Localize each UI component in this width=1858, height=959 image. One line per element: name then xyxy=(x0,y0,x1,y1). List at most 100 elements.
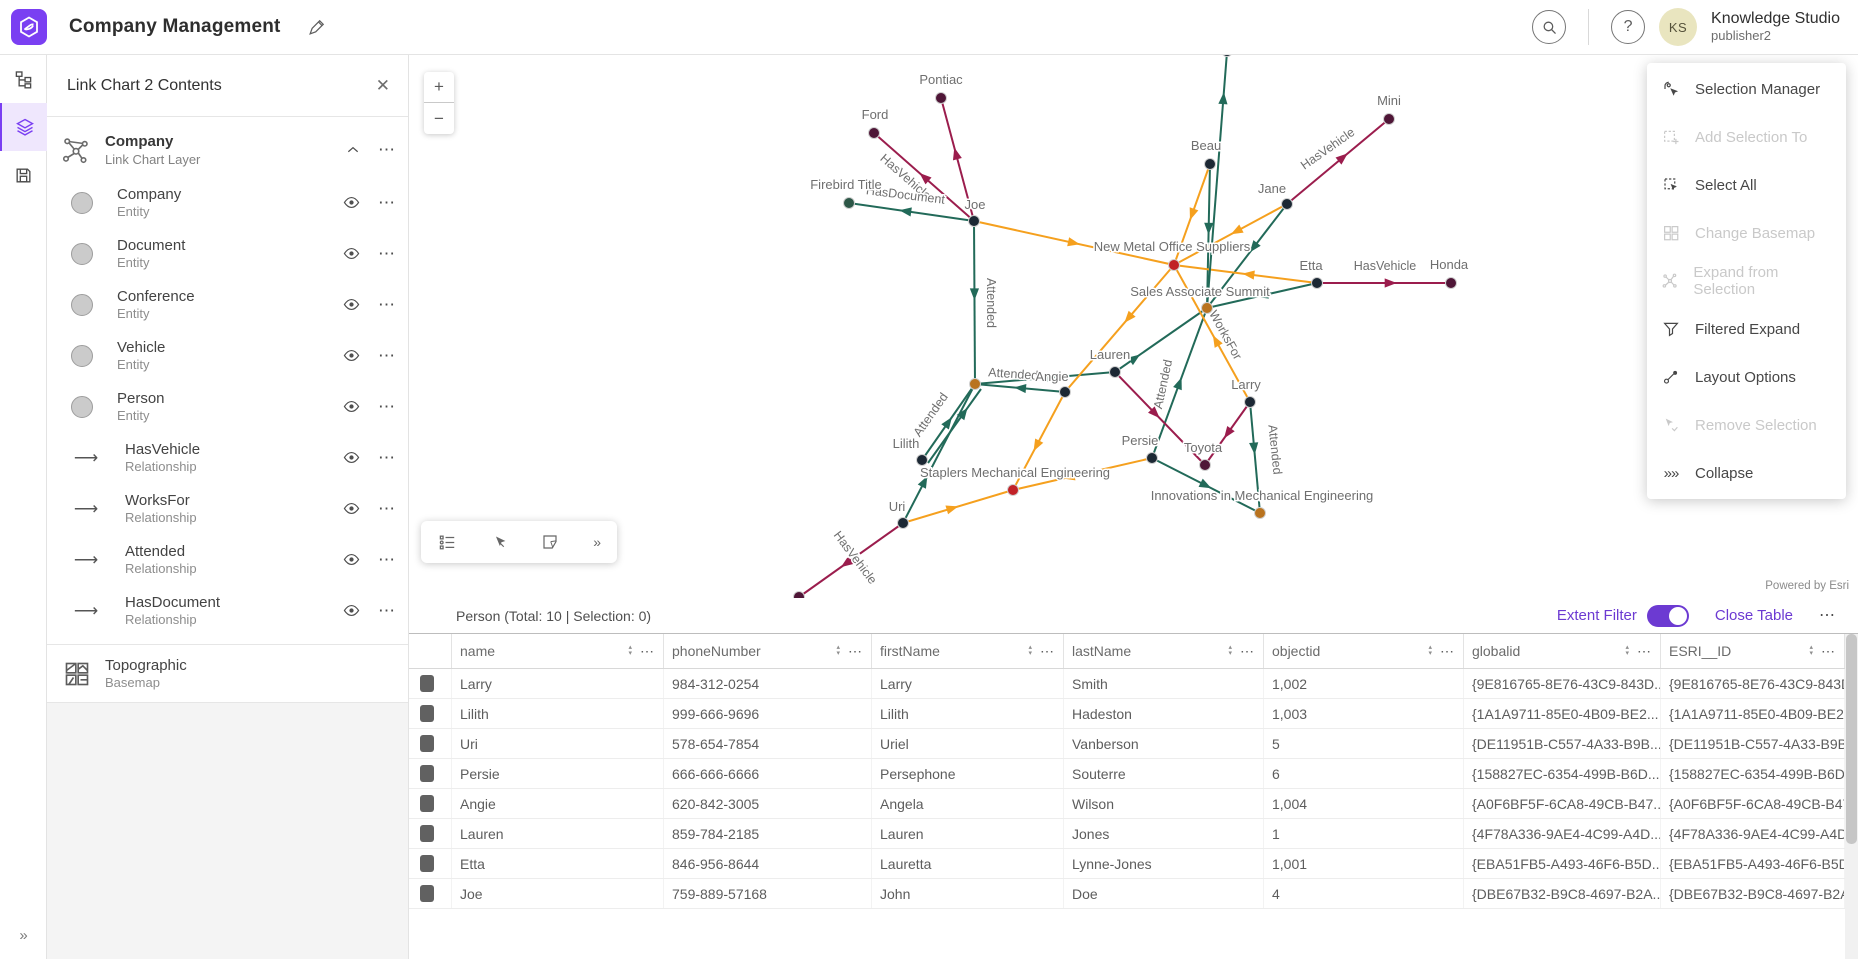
lasso-select-icon[interactable] xyxy=(541,533,559,551)
column-header-firstname[interactable]: firstName ▴ ▾ ⋯ xyxy=(872,634,1064,668)
column-menu-icon[interactable]: ⋯ xyxy=(640,643,655,659)
app-logo-icon[interactable] xyxy=(11,9,47,45)
layer-options-icon[interactable]: ⋯ xyxy=(378,498,396,518)
entity-layer-row-company[interactable]: Company Entity ⋯ xyxy=(47,177,408,228)
relationship-layer-row-attended[interactable]: ⟶ Attended Relationship ⋯ xyxy=(47,534,408,585)
menu-item-select-all[interactable]: Select All xyxy=(1647,161,1846,209)
more-chevrons-icon[interactable]: » xyxy=(593,534,601,550)
row-select-checkbox[interactable] xyxy=(420,765,434,782)
graph-node-toyota[interactable] xyxy=(1199,459,1211,471)
table-row[interactable]: Lilith 999-666-9696 Lilith Hadeston 1,003 {1A… xyxy=(409,699,1858,729)
expand-rail-button[interactable]: » xyxy=(19,926,28,944)
graph-node-unlabeled[interactable] xyxy=(1222,55,1233,57)
row-select-checkbox[interactable] xyxy=(420,855,434,872)
row-select-checkbox[interactable] xyxy=(420,705,434,722)
graph-node-larry[interactable] xyxy=(1244,396,1256,408)
close-table-button[interactable]: Close Table xyxy=(1714,607,1793,624)
row-select-checkbox[interactable] xyxy=(420,675,434,692)
visibility-eye-icon[interactable] xyxy=(343,602,360,619)
sort-caret-icon[interactable]: ▴ ▾ xyxy=(628,644,632,657)
relationship-layer-row-hasvehicle[interactable]: ⟶ HasVehicle Relationship ⋯ xyxy=(47,432,408,483)
column-header-name[interactable]: name ▴ ▾ ⋯ xyxy=(452,634,664,668)
graph-node-pontiac[interactable] xyxy=(935,92,947,104)
layer-group-row[interactable]: Company Link Chart Layer ⋯ xyxy=(47,117,408,177)
sort-caret-icon[interactable]: ▴ ▾ xyxy=(1028,644,1032,657)
layers-rail-button[interactable] xyxy=(0,103,47,151)
visibility-eye-icon[interactable] xyxy=(343,347,360,364)
menu-item-layout-options[interactable]: Layout Options xyxy=(1647,353,1846,401)
layer-options-icon[interactable]: ⋯ xyxy=(378,243,396,263)
graph-node-honda[interactable] xyxy=(1445,277,1457,289)
search-button[interactable] xyxy=(1532,10,1567,44)
graph-node-jane[interactable] xyxy=(1281,198,1293,210)
row-select-checkbox[interactable] xyxy=(420,795,434,812)
layer-options-icon[interactable]: ⋯ xyxy=(378,192,396,212)
sort-caret-icon[interactable]: ▴ ▾ xyxy=(1809,644,1813,657)
user-block[interactable]: Knowledge Studio publisher2 xyxy=(1711,10,1840,43)
visibility-eye-icon[interactable] xyxy=(343,296,360,313)
layer-options-icon[interactable]: ⋯ xyxy=(378,396,396,416)
relationship-layer-row-hasdocument[interactable]: ⟶ HasDocument Relationship ⋯ xyxy=(47,585,408,636)
link-chart-canvas[interactable]: HasVehicle HasDocument Attended HasVehicle H… xyxy=(409,55,1858,598)
row-select-checkbox[interactable] xyxy=(420,735,434,752)
table-row[interactable]: Angie 620-842-3005 Angela Wilson 1,004 {A0F6B… xyxy=(409,789,1858,819)
column-header-lastname[interactable]: lastName ▴ ▾ ⋯ xyxy=(1064,634,1264,668)
zoom-out-button[interactable]: − xyxy=(434,108,444,128)
entity-layer-row-person[interactable]: Person Entity ⋯ xyxy=(47,381,408,432)
layer-options-icon[interactable]: ⋯ xyxy=(378,549,396,569)
graph-node-unlabeled[interactable] xyxy=(793,591,805,599)
graph-node-etta[interactable] xyxy=(1311,277,1323,289)
table-row[interactable]: Larry 984-312-0254 Larry Smith 1,002 {9E81676… xyxy=(409,669,1858,699)
column-header-phonenumber[interactable]: phoneNumber ▴ ▾ ⋯ xyxy=(664,634,872,668)
graph-node-firebird-title[interactable] xyxy=(843,197,855,209)
graph-node-uri[interactable] xyxy=(897,517,909,529)
row-select-checkbox[interactable] xyxy=(420,885,434,902)
visibility-eye-icon[interactable] xyxy=(343,194,360,211)
column-header-objectid[interactable]: objectid ▴ ▾ ⋯ xyxy=(1264,634,1464,668)
graph-node-mini[interactable] xyxy=(1383,113,1395,125)
column-menu-icon[interactable]: ⋯ xyxy=(1440,643,1455,659)
help-button[interactable]: ? xyxy=(1611,10,1646,44)
visibility-eye-icon[interactable] xyxy=(343,245,360,262)
table-row[interactable]: Uri 578-654-7854 Uriel Vanberson 5 {DE11951B-… xyxy=(409,729,1858,759)
layer-options-icon[interactable]: ⋯ xyxy=(378,294,396,314)
visibility-eye-icon[interactable] xyxy=(343,500,360,517)
graph-node-staplers-mechanical-engineering[interactable] xyxy=(1007,484,1019,496)
graph-node-joe[interactable] xyxy=(968,215,980,227)
graph-node-sales-associate-summit[interactable] xyxy=(1201,302,1213,314)
graph-node-lauren[interactable] xyxy=(1109,366,1121,378)
graph-node-beau[interactable] xyxy=(1204,158,1216,170)
row-select-checkbox[interactable] xyxy=(420,825,434,842)
edit-title-icon[interactable] xyxy=(307,18,326,37)
column-menu-icon[interactable]: ⋯ xyxy=(1240,643,1255,659)
save-rail-button[interactable] xyxy=(0,151,47,199)
graph-node-persie[interactable] xyxy=(1146,452,1158,464)
graph-node-new-metal-office-suppliers[interactable] xyxy=(1168,259,1180,271)
select-cursor-icon[interactable] xyxy=(491,534,508,551)
entity-layer-row-conference[interactable]: Conference Entity ⋯ xyxy=(47,279,408,330)
entity-layer-row-vehicle[interactable]: Vehicle Entity ⋯ xyxy=(47,330,408,381)
layer-options-icon[interactable]: ⋯ xyxy=(378,447,396,467)
vertical-scrollbar[interactable] xyxy=(1845,634,1858,959)
graph-node-angie[interactable] xyxy=(1059,386,1071,398)
graph-node-lilith[interactable] xyxy=(916,454,928,466)
column-menu-icon[interactable]: ⋯ xyxy=(848,643,863,659)
table-row[interactable]: Joe 759-889-57168 John Doe 4 {DBE67B32-B9C8-4… xyxy=(409,879,1858,909)
close-panel-icon[interactable]: ✕ xyxy=(375,75,390,95)
menu-item-filtered-expand[interactable]: Filtered Expand xyxy=(1647,305,1846,353)
menu-item-selection-manager[interactable]: Selection Manager xyxy=(1647,65,1846,113)
group-options-icon[interactable]: ⋯ xyxy=(378,140,396,159)
sort-caret-icon[interactable]: ▴ ▾ xyxy=(1428,644,1432,657)
visibility-eye-icon[interactable] xyxy=(343,398,360,415)
sort-caret-icon[interactable]: ▴ ▾ xyxy=(1625,644,1629,657)
column-header-globalid[interactable]: globalid ▴ ▾ ⋯ xyxy=(1464,634,1661,668)
column-menu-icon[interactable]: ⋯ xyxy=(1821,643,1836,659)
graph-node-unlabeled[interactable] xyxy=(969,378,981,390)
zoom-in-button[interactable]: + xyxy=(424,72,454,103)
column-header-esri__id[interactable]: ESRI__ID ▴ ▾ ⋯ xyxy=(1661,634,1845,668)
basemap-row[interactable]: Topographic Basemap xyxy=(47,644,408,703)
extent-filter-toggle[interactable] xyxy=(1646,604,1689,627)
avatar[interactable]: KS xyxy=(1659,8,1698,46)
table-row[interactable]: Persie 666-666-6666 Persephone Souterre 6 {15… xyxy=(409,759,1858,789)
table-options-icon[interactable]: ⋯ xyxy=(1819,606,1836,624)
